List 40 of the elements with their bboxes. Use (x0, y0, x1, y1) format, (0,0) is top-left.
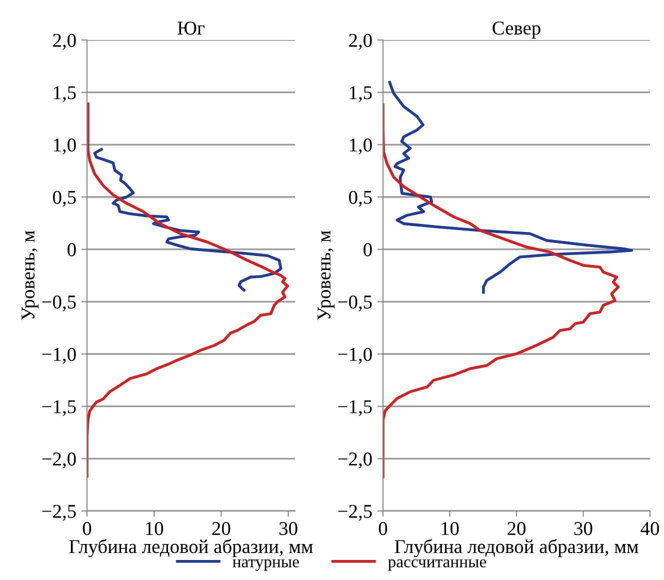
y-tick-label: 2,0 (53, 34, 76, 50)
y-tick-label: 1,5 (54, 86, 76, 102)
x-tick-label: 0 (82, 522, 92, 536)
y-tick-label: −2,0 (42, 452, 76, 468)
y-tick-label: −0,5 (42, 295, 76, 312)
chart-title: Юг (178, 22, 204, 35)
legend-label: рассчитанные (388, 559, 486, 571)
chart-title: Север (492, 22, 540, 39)
y-tick-label: −1,0 (338, 348, 372, 364)
y-tick-label: 1,0 (54, 138, 76, 154)
y-tick-label: −1,5 (338, 400, 372, 416)
y-tick-label: −2,0 (338, 452, 372, 468)
x-tick-label: 30 (574, 522, 592, 536)
y-tick-label: 0,5 (349, 190, 372, 207)
y-tick-label: 1,5 (350, 86, 372, 102)
line-series (87, 102, 290, 478)
x-axis-title: Глубина ледовой абразии, мм (394, 539, 638, 558)
y-tick-label: 0,5 (53, 190, 76, 207)
x-tick-label: 40 (640, 522, 659, 536)
line-series (383, 104, 620, 478)
y-tick-label: −1,5 (42, 400, 76, 416)
y-tick-label: 0 (68, 243, 76, 256)
x-tick-label: 10 (442, 522, 459, 536)
y-tick-label: −2,5 (338, 504, 372, 521)
y-axis-title: Уровень, м (318, 230, 335, 320)
legend-label: натурные (232, 559, 299, 571)
x-tick-label: 30 (280, 522, 298, 536)
y-tick-label: 0 (364, 243, 372, 256)
y-tick-label: −2,5 (42, 504, 76, 521)
x-tick-label: 0 (378, 522, 388, 536)
line-series (388, 81, 634, 294)
y-tick-label: 2,0 (349, 34, 372, 50)
y-axis-title: Уровень, м (22, 230, 39, 320)
y-tick-label: 1,0 (350, 138, 372, 154)
x-tick-label: 20 (212, 522, 230, 536)
x-tick-label: 20 (508, 522, 526, 536)
x-tick-label: 10 (146, 522, 164, 536)
y-tick-label: −0,5 (338, 295, 372, 312)
x-axis-title: Глубина ледовой абразии, мм (69, 539, 313, 558)
y-tick-label: −1,0 (42, 348, 76, 364)
